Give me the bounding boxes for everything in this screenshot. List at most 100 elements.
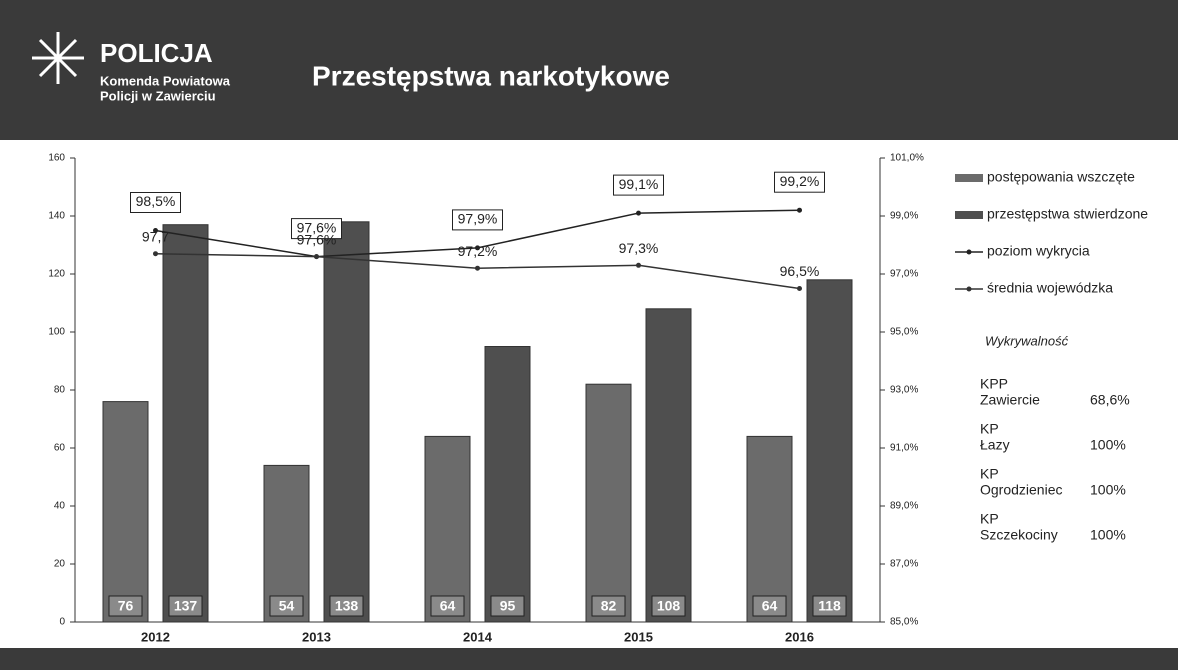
value-label: 98,5% — [136, 193, 176, 209]
row-place: Zawiercie — [980, 392, 1040, 408]
value-label-box — [130, 192, 181, 213]
x-tick-label: 2012 — [141, 629, 170, 644]
row-value: 68,6% — [1090, 392, 1130, 408]
legend-swatch — [955, 211, 983, 219]
bar-label-box — [812, 595, 847, 617]
legend-label: przestępstwa stwierdzone — [987, 206, 1148, 222]
value-label-box — [613, 174, 664, 196]
bar — [746, 435, 793, 623]
bar — [645, 308, 692, 623]
x-tick-label: 2015 — [624, 629, 653, 644]
bar-label: 118 — [818, 598, 841, 614]
y-tick-label: 140 — [48, 211, 65, 222]
line-point — [314, 254, 319, 260]
bar-label: 64 — [440, 598, 456, 614]
bar-label-box — [269, 595, 304, 617]
bar-label: 82 — [601, 598, 617, 614]
x-tick-label: 2016 — [785, 629, 814, 644]
value-label: 97,3% — [619, 240, 659, 256]
row-place: Łazy — [980, 437, 1010, 453]
line-point — [475, 245, 480, 251]
y-tick-label: 60 — [54, 443, 66, 454]
slide-title: Przestępstwa narkotykowe — [312, 60, 670, 91]
bar-label-box — [752, 595, 787, 617]
row-value: 100% — [1090, 437, 1126, 453]
line-point — [797, 207, 802, 213]
line — [155, 252, 800, 290]
y2-tick-label: 93,0% — [890, 385, 918, 396]
y2-tick-label: 99,0% — [890, 211, 918, 222]
line-point — [475, 265, 480, 271]
y2-tick-label: 91,0% — [890, 443, 918, 454]
bar-label: 108 — [657, 598, 681, 614]
bar-label: 138 — [335, 598, 359, 614]
legend-swatch — [955, 174, 983, 182]
y2-tick-label: 85,0% — [890, 617, 918, 628]
row-unit: KP — [980, 466, 999, 482]
legend-label: poziom wykrycia — [987, 243, 1090, 259]
bar-label-box — [329, 595, 364, 617]
bar-label-box — [651, 595, 686, 617]
line-point — [153, 251, 158, 257]
value-label: 97,6% — [297, 231, 337, 247]
bar — [585, 383, 632, 623]
value-label: 97,2% — [458, 243, 498, 259]
value-label: 99,1% — [619, 176, 659, 192]
side-table-title: Wykrywalność — [985, 333, 1069, 348]
bar-label: 64 — [762, 598, 778, 614]
bar — [484, 346, 531, 623]
y-tick-label: 40 — [54, 501, 66, 512]
legend-point — [966, 286, 972, 292]
line-point — [153, 228, 158, 233]
row-value: 100% — [1090, 482, 1126, 498]
y-tick-label: 100 — [48, 327, 65, 338]
row-place: Ogrodzieniec — [980, 482, 1063, 498]
bar — [102, 401, 149, 623]
bar — [323, 221, 370, 623]
row-value: 100% — [1090, 527, 1126, 543]
logo-text: POLICJA — [100, 38, 213, 68]
row-unit: KPP — [980, 376, 1008, 392]
y2-tick-label: 95,0% — [890, 327, 918, 338]
unit-name: Komenda Powiatowa — [100, 73, 231, 88]
y2-tick-label: 87,0% — [890, 559, 918, 570]
x-tick-label: 2014 — [463, 629, 493, 644]
y-tick-label: 160 — [48, 153, 65, 164]
legend-point — [966, 249, 972, 255]
unit-name: Policji w Zawierciu — [100, 88, 216, 103]
bar-label-box — [490, 595, 525, 617]
footer-band — [0, 648, 1178, 670]
bar — [162, 224, 209, 623]
value-label: 96,5% — [780, 263, 820, 279]
bar — [806, 279, 853, 623]
y-tick-label: 0 — [59, 617, 65, 628]
row-unit: KP — [980, 421, 999, 437]
value-label-box — [291, 218, 342, 240]
line-point — [797, 286, 802, 291]
bar-label-box — [168, 595, 203, 617]
legend-label: postępowania wszczęte — [987, 169, 1135, 185]
bar-label: 95 — [500, 598, 516, 614]
x-tick-label: 2013 — [302, 629, 331, 644]
y-tick-label: 20 — [54, 559, 66, 570]
bar-label: 54 — [279, 598, 295, 614]
value-label-box — [774, 171, 825, 193]
bar-label: 137 — [174, 598, 198, 614]
line-point — [636, 210, 641, 216]
y-tick-label: 120 — [48, 269, 65, 280]
legend-label: średnia wojewódzka — [987, 280, 1113, 296]
value-label: 97,9% — [458, 211, 498, 227]
bar-label-box — [591, 595, 626, 617]
y-tick-label: 80 — [54, 385, 66, 396]
bar-label-box — [430, 595, 465, 617]
logo-icon — [32, 32, 84, 84]
y2-tick-label: 89,0% — [890, 501, 918, 512]
value-label: 97,7 — [142, 228, 169, 244]
y2-tick-label: 97,0% — [890, 269, 918, 280]
bar-label-box — [108, 595, 143, 617]
value-label: 99,2% — [780, 173, 820, 189]
value-label-box — [452, 209, 503, 231]
y2-tick-label: 101,0% — [890, 153, 924, 164]
value-label: 97,6% — [297, 219, 337, 235]
header-band — [0, 0, 1178, 140]
